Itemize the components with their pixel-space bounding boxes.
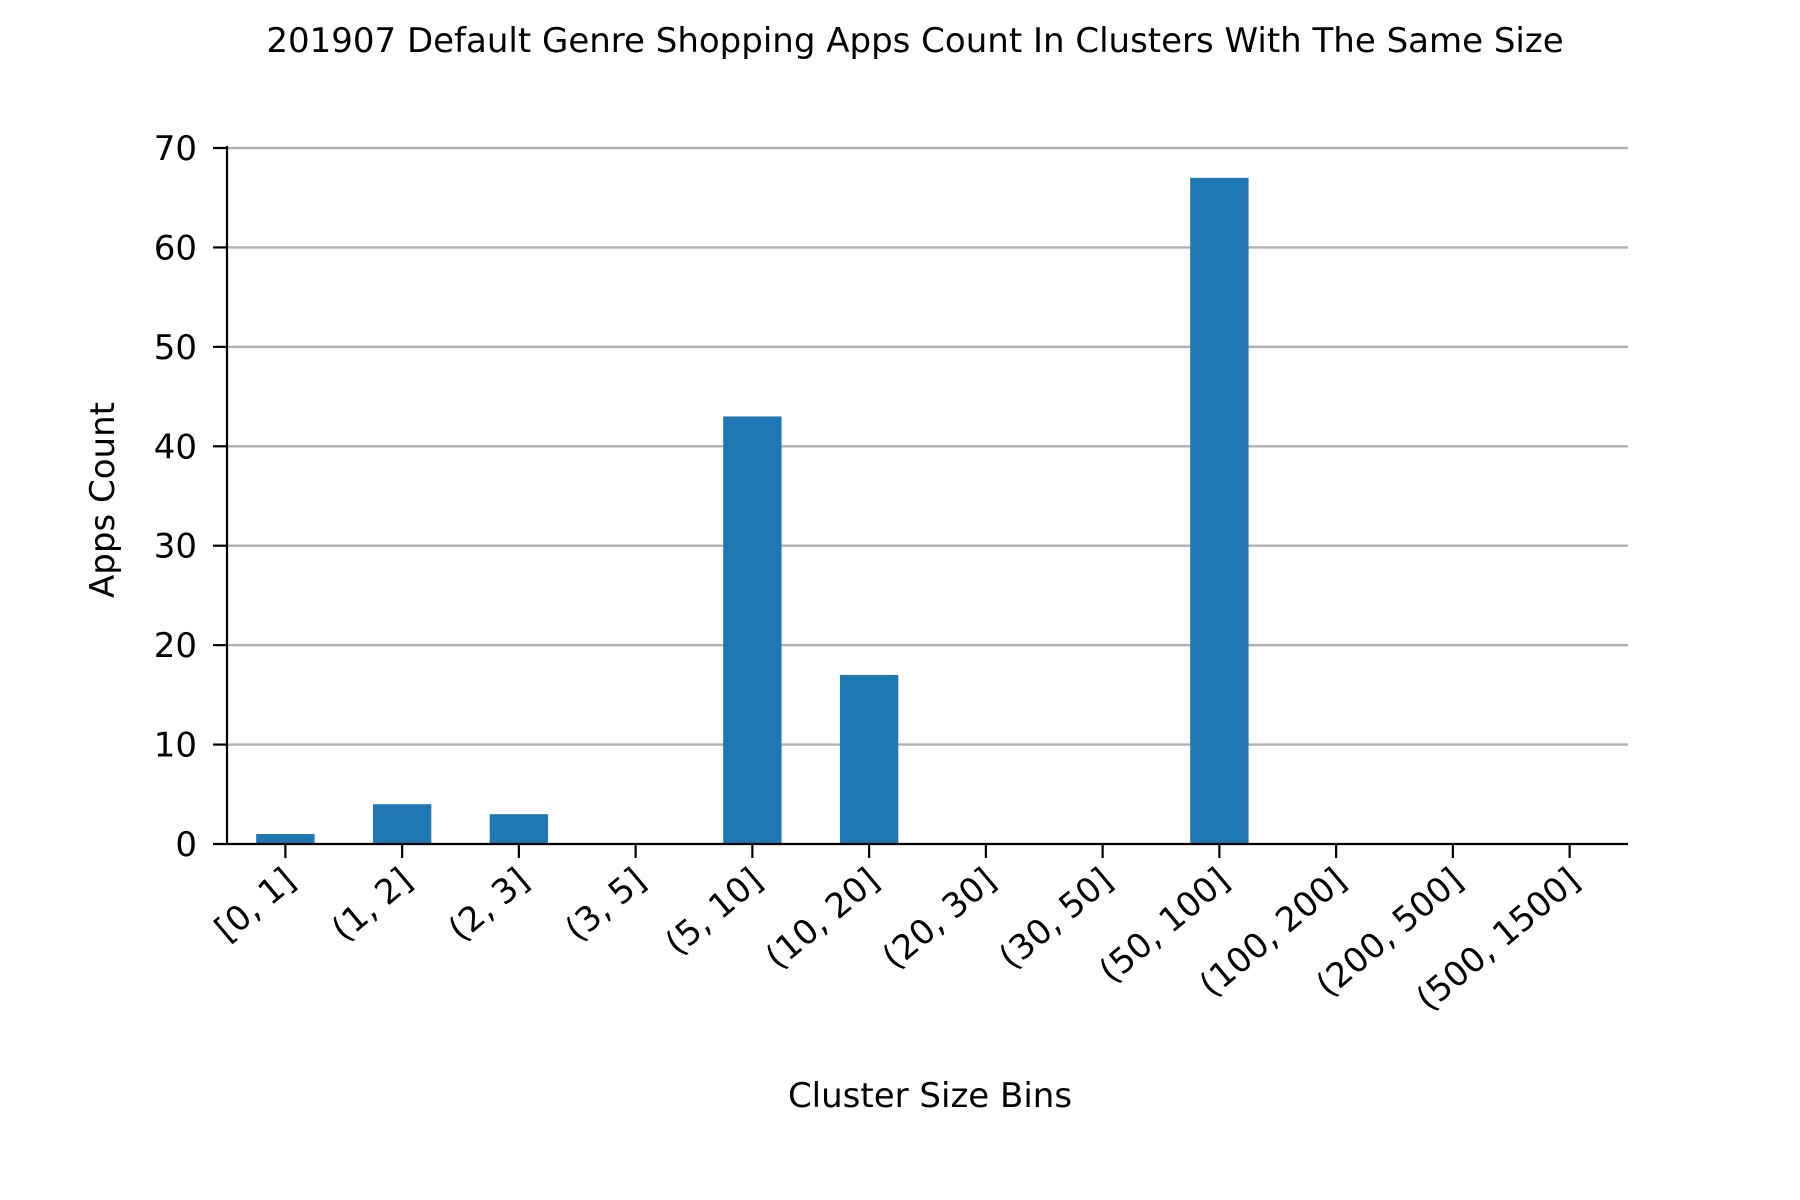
axes	[213, 146, 1628, 858]
y-tick-label: 50	[154, 328, 197, 368]
x-tick-label: (10, 20]	[758, 860, 887, 977]
bar	[723, 416, 782, 844]
bar	[489, 814, 549, 844]
bar	[1190, 177, 1249, 845]
x-tick-label: (5, 10]	[658, 860, 770, 963]
y-tick-label: 10	[154, 726, 197, 766]
x-tick-label: (3, 5]	[558, 860, 654, 949]
bars	[256, 177, 1249, 845]
bar	[256, 834, 315, 844]
y-tick-label: 20	[154, 626, 197, 666]
gridlines	[227, 146, 1628, 746]
y-tick-label: 60	[154, 228, 197, 268]
chart-title: 201907 Default Genre Shopping Apps Count…	[266, 21, 1563, 61]
y-tick-labels: 0 10 20 30 40 50 60 70	[154, 129, 197, 865]
y-axis-label: Apps Count	[83, 402, 123, 598]
x-axis-label: Cluster Size Bins	[788, 1076, 1072, 1116]
x-tick-label: (1, 2]	[324, 860, 420, 949]
y-tick-label: 40	[154, 427, 197, 467]
bar	[372, 804, 432, 844]
x-tick-labels: [0, 1] (1, 2] (2, 3] (3, 5] (5, 10](10, 20](…	[207, 860, 1587, 1019]
x-tick-label: (20, 30]	[875, 860, 1004, 977]
x-tick-label: (2, 3]	[441, 860, 537, 949]
y-tick-label: 0	[175, 825, 197, 865]
y-tick-label: 30	[154, 527, 197, 567]
y-tick-label: 70	[154, 129, 197, 169]
bar	[839, 674, 899, 844]
x-tick-label: [0, 1]	[207, 860, 303, 949]
